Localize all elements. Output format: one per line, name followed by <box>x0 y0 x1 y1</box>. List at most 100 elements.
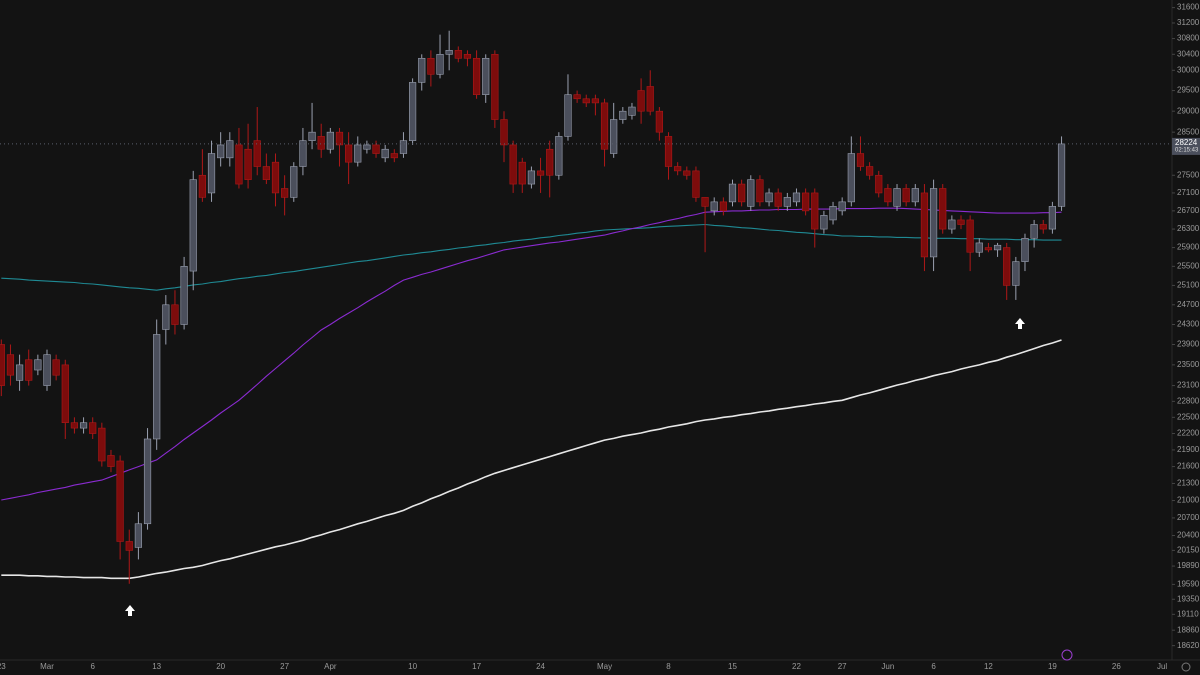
candle-body <box>591 98 599 104</box>
settings-icon[interactable] <box>1181 662 1191 672</box>
candle-body <box>756 179 764 203</box>
candle-body <box>171 304 179 325</box>
x-tick-label: 12 <box>984 662 993 671</box>
y-tick-label: 30000 <box>1177 65 1200 74</box>
candle-body <box>893 188 901 207</box>
candle-body <box>52 359 60 376</box>
candle-body <box>911 188 919 203</box>
candle-body <box>482 57 490 95</box>
candle-body <box>207 153 216 194</box>
candle-body <box>646 86 654 112</box>
candle-body <box>984 247 993 251</box>
candle-body <box>98 427 106 462</box>
candle-body <box>372 144 380 154</box>
candle-body <box>637 90 645 112</box>
candle-body <box>0 344 5 386</box>
candle-body <box>1057 143 1066 207</box>
y-tick-label: 23900 <box>1177 340 1200 349</box>
candle-body <box>408 82 417 141</box>
x-tick-label: Jun <box>881 662 894 671</box>
candle-body <box>957 219 965 225</box>
moving-average-line <box>1 207 1062 501</box>
x-tick-label: 19 <box>1048 662 1057 671</box>
x-tick-label: 15 <box>728 662 737 671</box>
y-tick-label: 22200 <box>1177 429 1200 438</box>
candle-body <box>463 54 472 59</box>
last-price-label: 28224 <box>1175 138 1198 147</box>
candle-body <box>445 50 453 55</box>
candle-body <box>792 192 801 203</box>
candle-body <box>491 54 499 120</box>
candle-body <box>500 119 508 146</box>
arrow-marker <box>125 605 135 616</box>
y-tick-label: 23100 <box>1177 381 1200 390</box>
candle-body <box>381 148 389 159</box>
candle-body <box>683 170 691 176</box>
x-tick-label: 8 <box>666 662 671 671</box>
candle-body <box>1048 206 1056 230</box>
last-price-box <box>1172 137 1200 155</box>
candle-body <box>710 201 718 212</box>
x-tick-label: 27 <box>838 662 847 671</box>
y-tick-label: 28500 <box>1177 127 1200 136</box>
candle-body <box>738 183 746 203</box>
candle-body <box>281 188 289 198</box>
candle-body <box>308 131 316 141</box>
arrow-marker <box>1015 318 1025 329</box>
y-tick-label: 21000 <box>1177 496 1200 505</box>
y-tick-label: 20700 <box>1177 513 1200 522</box>
x-tick-label: 6 <box>90 662 95 671</box>
y-tick-label: 19350 <box>1177 594 1200 603</box>
candle-body <box>180 266 188 325</box>
candle-body <box>436 54 444 75</box>
lightning-icon[interactable] <box>1061 649 1073 661</box>
candle-body <box>802 192 810 212</box>
plot-area <box>0 30 1066 584</box>
x-tick-label: 27 <box>280 662 289 671</box>
candle-body <box>226 140 234 159</box>
candle-body <box>573 94 581 100</box>
y-tick-label: 26300 <box>1177 224 1200 233</box>
candle-body <box>600 102 609 150</box>
candle-body <box>253 140 261 167</box>
candle-body <box>326 131 334 150</box>
candle-body <box>920 192 929 258</box>
candle-body <box>70 422 79 429</box>
candle-body <box>143 438 152 525</box>
candle-body <box>79 422 88 429</box>
y-tick-label: 25100 <box>1177 281 1200 290</box>
candle-body <box>390 153 398 159</box>
x-tick-label: May <box>597 662 612 671</box>
x-tick-label: 26 <box>1112 662 1121 671</box>
y-tick-label: 20150 <box>1177 546 1200 555</box>
x-tick-label: Jul <box>1157 662 1167 671</box>
y-tick-label: 18860 <box>1177 625 1200 634</box>
candle-body <box>564 94 572 137</box>
candle-body <box>728 183 737 203</box>
y-tick-label: 20400 <box>1177 531 1200 540</box>
candle-body <box>856 153 865 167</box>
x-tick-label: 20 <box>216 662 225 671</box>
candle-body <box>299 140 307 167</box>
y-tick-label: 21300 <box>1177 479 1200 488</box>
candle-body <box>198 174 206 198</box>
candle-body <box>61 364 69 424</box>
y-tick-label: 21900 <box>1177 445 1200 454</box>
y-tick-label: 29500 <box>1177 86 1200 95</box>
x-tick-label: Apr <box>324 662 337 671</box>
candle-body <box>939 188 947 230</box>
candle-body <box>15 364 24 381</box>
candle-body <box>674 166 682 172</box>
candle-body <box>783 197 791 207</box>
candle-body <box>153 334 161 440</box>
candle-body <box>664 136 673 167</box>
candle-body <box>692 170 700 198</box>
x-tick-label: 24 <box>536 662 545 671</box>
candle-body <box>189 179 197 272</box>
candle-body <box>875 174 883 194</box>
candle-body <box>317 136 325 150</box>
y-tick-label: 19110 <box>1177 609 1199 618</box>
x-tick-label: Mar <box>40 662 54 671</box>
countdown-label: 02:15:43 <box>1175 147 1199 153</box>
